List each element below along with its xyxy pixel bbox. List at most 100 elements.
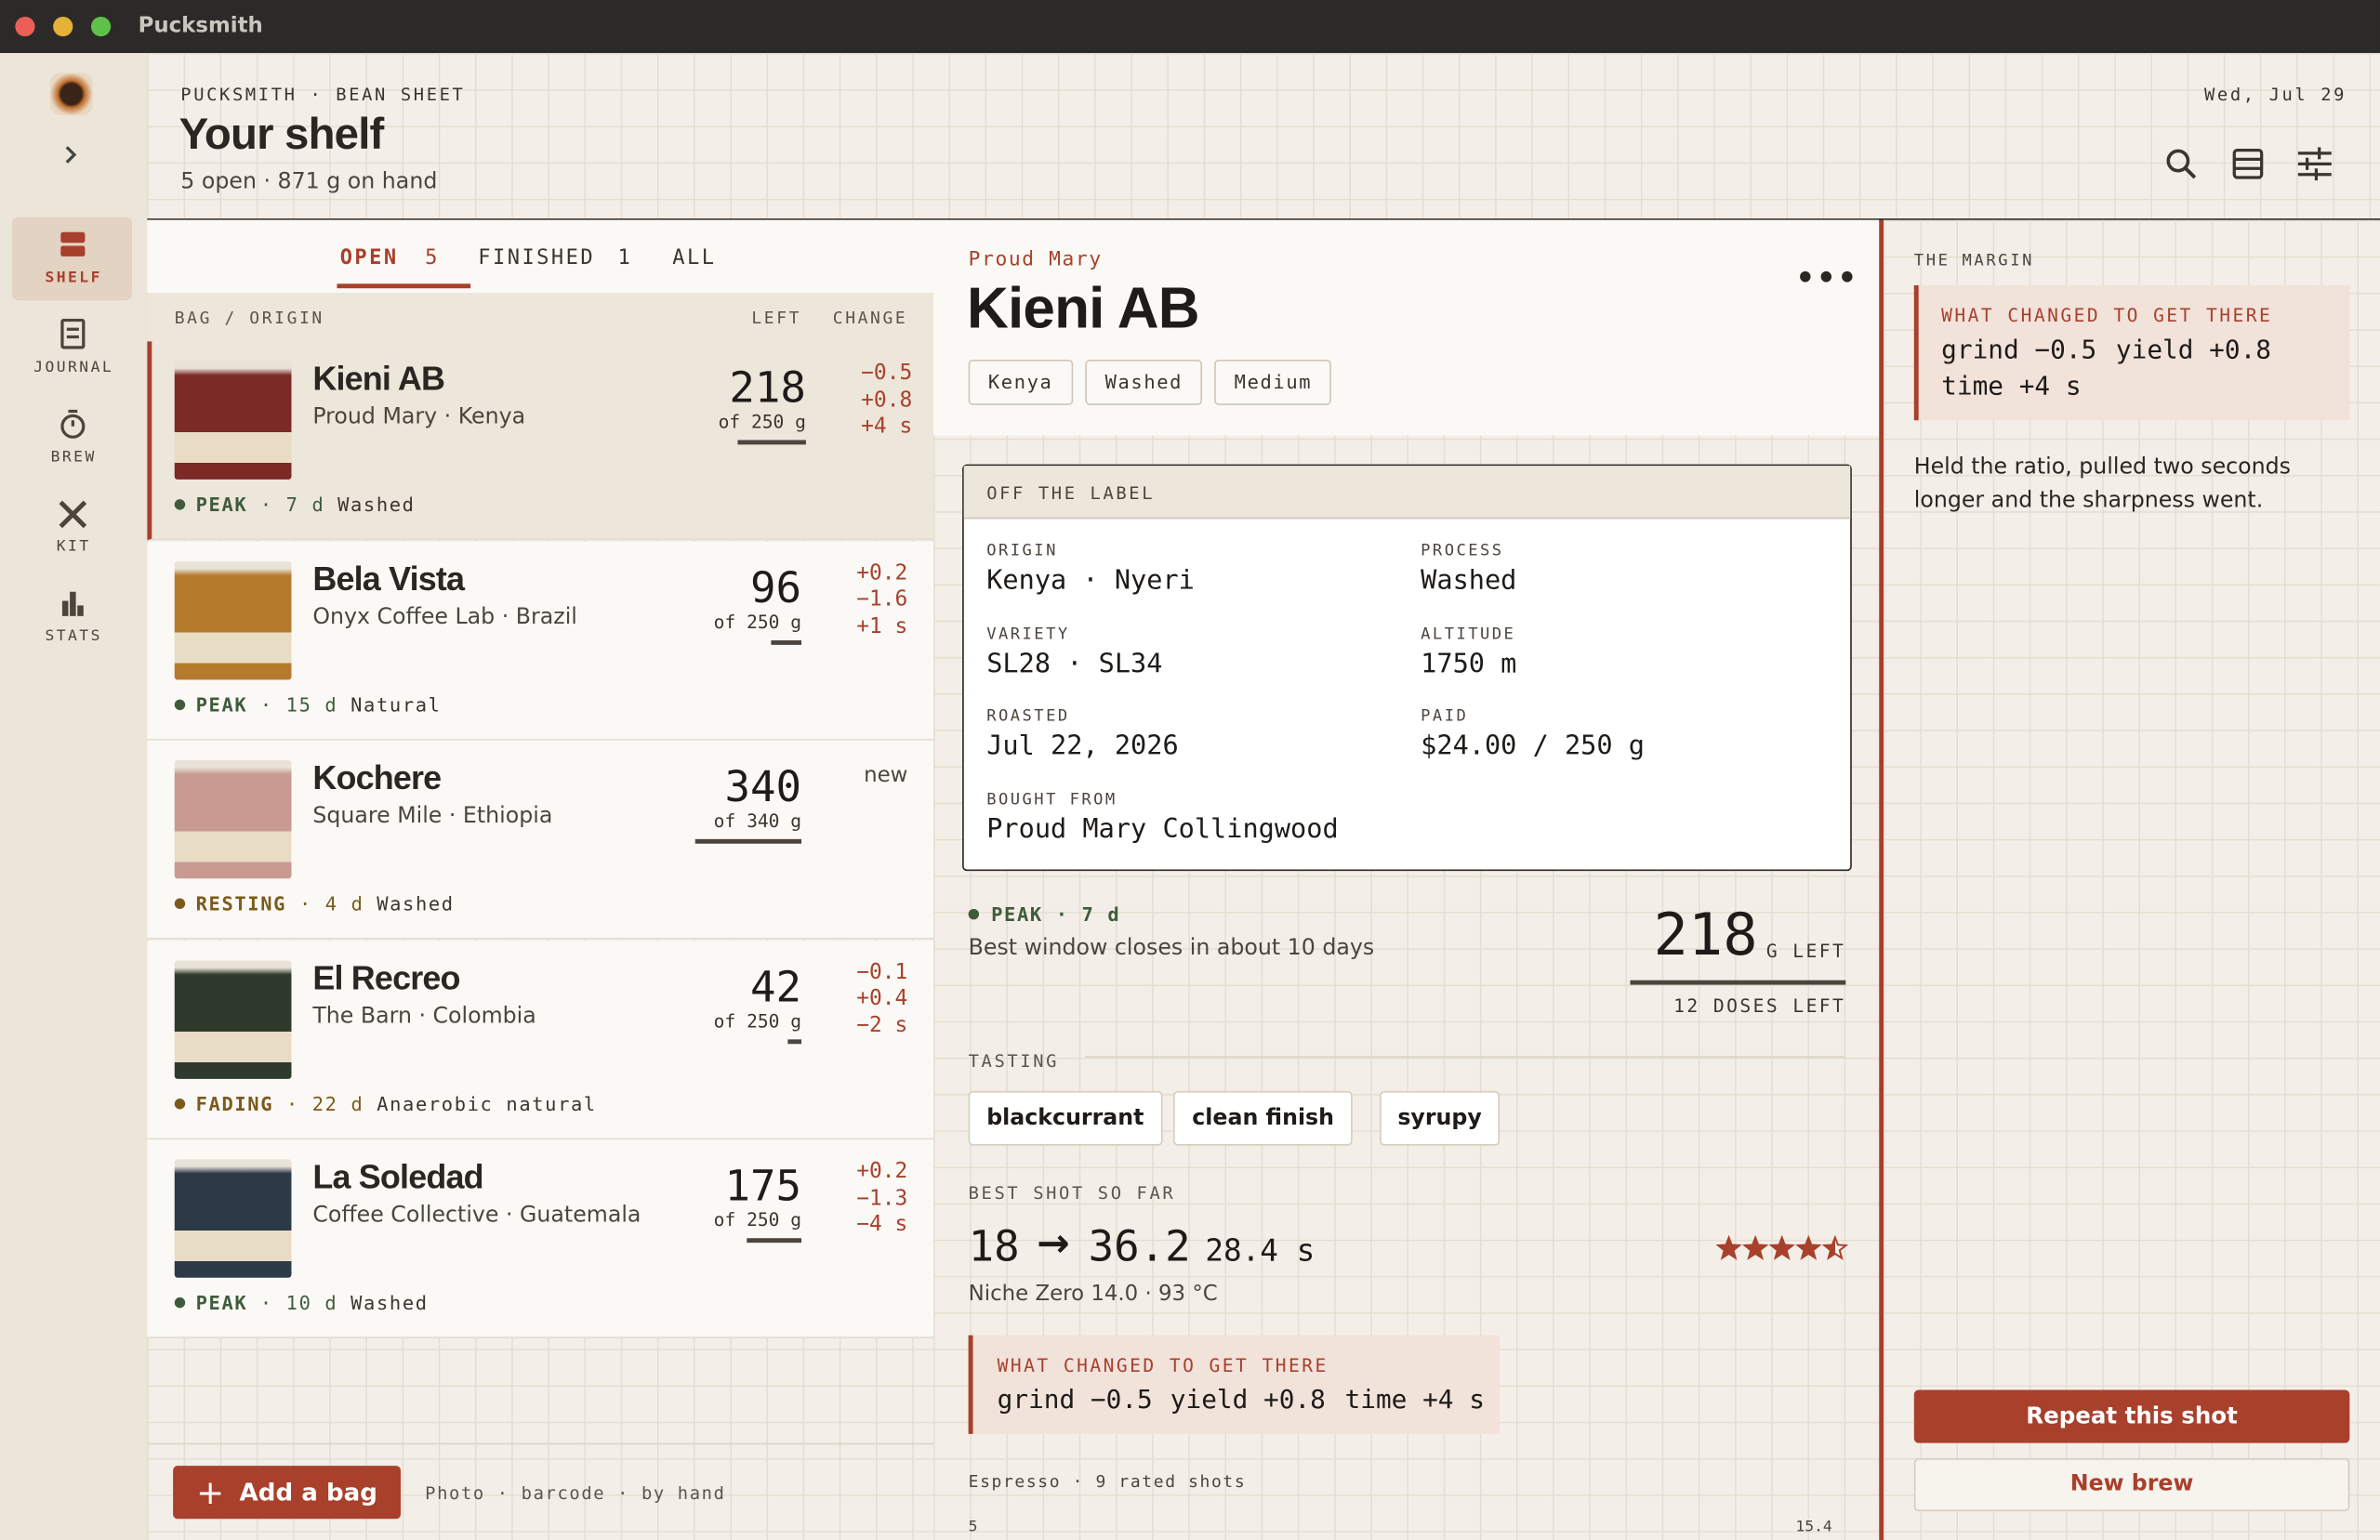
margin-changes-title: WHAT CHANGED TO GET THERE bbox=[1941, 305, 2273, 327]
nav-label[interactable]: BREW bbox=[50, 449, 97, 467]
dial-change: +1 s bbox=[856, 613, 908, 638]
bag-name: Kieni AB bbox=[312, 359, 445, 398]
tab-label[interactable]: ALL bbox=[672, 245, 717, 270]
new-note: new bbox=[864, 763, 908, 788]
rest-days: · 7 d bbox=[259, 493, 325, 517]
margin-change: yield +0.8 bbox=[2115, 335, 2272, 366]
section-title: BEST SHOT SO FAR bbox=[968, 1181, 1176, 1204]
bag-image bbox=[174, 560, 292, 679]
grams-total: of 340 g bbox=[713, 809, 802, 832]
expand-chevron[interactable] bbox=[62, 144, 81, 165]
remaining-bar bbox=[787, 1038, 802, 1044]
tab-bar bbox=[147, 219, 934, 294]
title-bar: Pucksmith bbox=[0, 0, 2380, 54]
margin-note: Held the ratio, pulled two seconds longe… bbox=[1913, 454, 2292, 513]
add-bag-label: Add a bag bbox=[239, 1478, 378, 1507]
bag-row[interactable]: Kochere Square Mile · Ethiopia 340 of 340 g… bbox=[147, 740, 934, 940]
nav-icon[interactable] bbox=[56, 498, 89, 529]
left-underline bbox=[1630, 980, 1846, 985]
field-value: $24.00 / 250 g bbox=[1421, 731, 1646, 762]
grams-total: of 250 g bbox=[713, 611, 802, 632]
status: PEAK bbox=[195, 692, 248, 716]
page-title: Your shelf bbox=[178, 111, 385, 160]
minimize-button[interactable] bbox=[53, 16, 73, 37]
repeat-button[interactable]: Repeat this shot bbox=[1913, 1389, 2350, 1443]
footer-divider bbox=[147, 1442, 934, 1445]
tag: Washed bbox=[1085, 359, 1203, 405]
field-value: 1750 m bbox=[1421, 648, 1517, 679]
bag-row[interactable]: La Soledad Coffee Collective · Guatemala 1… bbox=[147, 1139, 934, 1338]
grams-left: 96 bbox=[749, 561, 802, 612]
tab-count[interactable]: 1 bbox=[617, 245, 630, 270]
status-dot bbox=[174, 1296, 186, 1309]
nav-label[interactable]: JOURNAL bbox=[33, 359, 114, 376]
bean-name: Kieni AB bbox=[966, 277, 1200, 342]
margin-changes-box bbox=[1913, 284, 2350, 421]
list-icon[interactable] bbox=[2231, 147, 2265, 180]
bag-row[interactable]: Bela Vista Onyx Coffee Lab · Brazil 96 of 2… bbox=[147, 541, 934, 740]
field-key: VARIETY bbox=[986, 624, 1070, 643]
dial-change: +4 s bbox=[861, 414, 913, 439]
chart-caption: Espresso · 9 rated shots bbox=[968, 1471, 1247, 1492]
column-label: BAG / ORIGIN bbox=[174, 308, 324, 328]
header: PUCKSMITH · BEAN SHEET Your shelf 5 open… bbox=[147, 53, 2380, 222]
field-key: PROCESS bbox=[1421, 541, 1504, 560]
grams-left: 42 bbox=[749, 961, 802, 1012]
margin-change: time +4 s bbox=[1941, 371, 2082, 402]
tab-label[interactable]: FINISHED bbox=[478, 245, 596, 270]
status-dot bbox=[174, 1098, 186, 1109]
remaining-bar bbox=[695, 838, 802, 844]
field-value: Jul 22, 2026 bbox=[986, 731, 1179, 762]
nav-label[interactable]: STATS bbox=[45, 627, 102, 645]
bag-image bbox=[174, 1159, 292, 1278]
field-key: BOUGHT FROM bbox=[986, 789, 1117, 809]
tab-label[interactable]: OPEN bbox=[339, 245, 399, 270]
search-icon[interactable] bbox=[2164, 147, 2198, 180]
sidebar: SHELF JOURNAL BREW KIT STATS bbox=[0, 53, 149, 1540]
grams-left-big: 218 bbox=[1653, 901, 1758, 968]
bag-image bbox=[174, 959, 292, 1078]
bag-image bbox=[174, 759, 292, 879]
add-bag-button[interactable]: + Add a bag bbox=[173, 1466, 402, 1520]
bag-row[interactable]: Kieni AB Proud Mary · Kenya 218 of 250 g −0.… bbox=[147, 341, 938, 541]
nav-icon[interactable] bbox=[56, 230, 89, 260]
status: RESTING bbox=[195, 891, 287, 915]
bag-name: La Soledad bbox=[312, 1157, 483, 1196]
dial-change: +0.4 bbox=[856, 986, 908, 1011]
grams-total: of 250 g bbox=[713, 1009, 802, 1032]
shot-setup: Niche Zero 14.0 · 93 °C bbox=[968, 1282, 1218, 1307]
dose: 18 bbox=[968, 1221, 1020, 1272]
star bbox=[1715, 1234, 1742, 1260]
app-logo bbox=[49, 72, 93, 116]
nav-label[interactable]: SHELF bbox=[45, 270, 102, 287]
dial-change: −4 s bbox=[856, 1212, 908, 1237]
rest-days: · 22 d bbox=[285, 1091, 364, 1115]
peak-dot bbox=[968, 908, 980, 920]
grams-left: 218 bbox=[729, 362, 806, 414]
margin-rule bbox=[1879, 219, 1884, 1540]
tag: Medium bbox=[1214, 359, 1332, 405]
rest-days: · 4 d bbox=[298, 891, 364, 915]
nav-label[interactable]: KIT bbox=[56, 538, 91, 556]
add-hint: Photo · barcode · by hand bbox=[425, 1482, 726, 1504]
close-button[interactable] bbox=[15, 16, 35, 37]
nav-icon[interactable] bbox=[56, 318, 89, 349]
dial-change: −1.3 bbox=[856, 1185, 908, 1211]
nav-icon[interactable] bbox=[56, 408, 89, 439]
bag-row[interactable]: El Recreo The Barn · Colombia 42 of 250 g −0… bbox=[147, 940, 934, 1139]
remaining-bar bbox=[737, 440, 806, 445]
zoom-button[interactable] bbox=[90, 16, 112, 37]
field-value: Proud Mary Collingwood bbox=[986, 813, 1339, 845]
dial-change: −1.6 bbox=[856, 586, 908, 612]
margin-panel: THE MARGIN WHAT CHANGED TO GET THERE Hel… bbox=[1884, 219, 2380, 1540]
filter-icon[interactable] bbox=[2296, 147, 2333, 181]
grams-total: of 250 g bbox=[718, 411, 806, 433]
status-dot bbox=[174, 499, 186, 510]
rest-days: · 10 d bbox=[259, 1291, 338, 1314]
nav-icon[interactable] bbox=[56, 587, 89, 618]
more-menu[interactable]: ••• bbox=[1795, 259, 1858, 296]
tab-count[interactable]: 5 bbox=[425, 245, 438, 270]
new-brew-button[interactable]: New brew bbox=[1913, 1457, 2350, 1512]
roaster: Proud Mary bbox=[968, 248, 1103, 272]
